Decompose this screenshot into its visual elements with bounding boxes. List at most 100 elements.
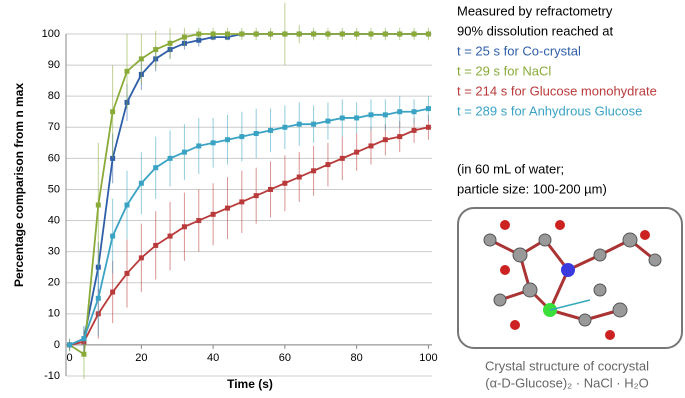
marker [254,131,259,136]
marker [426,32,431,37]
marker [125,203,130,208]
legend-entry: t = 29 s for NaCl [457,63,551,78]
note: Measured by refractometry [457,3,613,18]
marker [268,32,273,37]
legend-entry: t = 214 s for Glucose monohydrate [457,83,657,98]
marker [369,112,374,117]
marker [354,115,359,120]
marker [383,137,388,142]
marker [397,109,402,114]
y-axis-title: Percentage comparison from n max [12,83,26,287]
marker [383,112,388,117]
marker [96,296,101,301]
marker [81,352,86,357]
marker [412,32,417,37]
marker [211,32,216,37]
marker [182,224,187,229]
marker [311,122,316,127]
y-tick-label: 40 [48,214,60,226]
marker [168,41,173,46]
caption: Crystal structure of cocrystal [485,358,649,373]
marker [412,109,417,114]
marker [426,125,431,130]
y-tick-label: 70 [48,121,60,133]
marker [125,69,130,74]
marker [254,193,259,198]
marker [369,32,374,37]
marker [239,134,244,139]
marker [196,32,201,37]
y-tick-label: 90 [48,59,60,71]
marker [225,137,230,142]
y-tick-label: 0 [54,339,60,351]
marker [369,143,374,148]
marker [182,35,187,40]
marker [354,32,359,37]
marker [139,181,144,186]
marker [412,128,417,133]
y-tick-label: 20 [48,277,60,289]
marker [397,32,402,37]
y-tick-label: 80 [48,90,60,102]
legend-entry: t = 289 s for Anhydrous Glucose [457,103,642,118]
marker [268,128,273,133]
marker [340,32,345,37]
y-tick-label: 10 [48,308,60,320]
marker [325,119,330,124]
marker [110,290,115,295]
marker [282,32,287,37]
marker [168,234,173,239]
page: {"chart_data": {"type": "line", "x_label… [0,0,685,398]
note: particle size: 100-200 µm) [457,181,607,196]
molecule-figure [458,208,682,348]
marker [153,243,158,248]
legend-entry: t = 25 s for Co-crystal [457,43,581,58]
marker [340,115,345,120]
chart: Percentage comparison from n max Time (s… [0,0,685,398]
marker [397,134,402,139]
note: (in 60 mL of water; [457,161,564,176]
series-line [70,127,429,345]
marker [139,255,144,260]
y-tick-label: 30 [48,246,60,258]
marker [225,206,230,211]
x-tick-label: 0 [67,352,73,364]
marker [110,234,115,239]
marker [67,342,72,347]
x-axis-title: Time (s) [227,377,273,391]
y-tick-label: 100 [42,28,60,40]
marker [426,106,431,111]
marker [225,32,230,37]
marker [268,187,273,192]
marker [96,203,101,208]
marker [211,212,216,217]
x-tick-label: 100 [419,352,437,364]
marker [340,156,345,161]
marker [282,181,287,186]
y-tick-label: 50 [48,183,60,195]
note: 90% dissolution reached at [457,23,613,38]
marker [139,56,144,61]
marker [282,125,287,130]
x-tick-label: 20 [135,352,147,364]
marker [383,32,388,37]
marker [239,32,244,37]
caption: (α-D-Glucose)₂ · NaCl · H₂O [485,375,649,390]
marker [325,162,330,167]
marker [254,32,259,37]
series-line [70,34,429,354]
marker [239,199,244,204]
x-tick-label: 80 [351,352,363,364]
marker [297,175,302,180]
marker [196,143,201,148]
marker [311,168,316,173]
marker [325,32,330,37]
marker [81,336,86,341]
marker [311,32,316,37]
marker [153,165,158,170]
marker [168,156,173,161]
marker [211,140,216,145]
x-tick-label: 40 [207,352,219,364]
marker [196,218,201,223]
y-tick-label: 60 [48,152,60,164]
